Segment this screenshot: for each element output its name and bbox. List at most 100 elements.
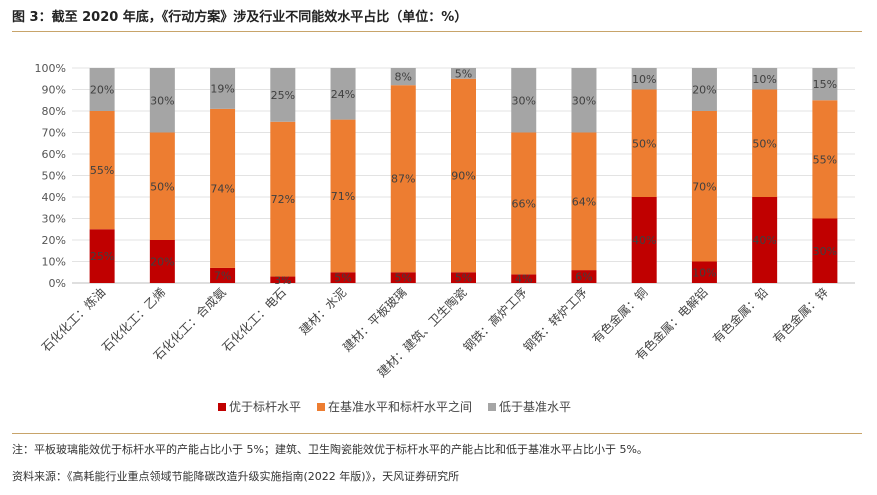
- bar-segment: [631, 89, 657, 197]
- stacked-bar-chart: 0% 10% 20% 30% 40% 50% 60% 70% 80% 90% 100% 25% 55%…: [35, 62, 855, 414]
- data-label: 71%: [331, 190, 355, 203]
- bar-segment: [571, 68, 597, 133]
- data-label: 66%: [512, 197, 536, 210]
- bar-segment: [270, 276, 296, 283]
- data-label: 70%: [692, 180, 716, 193]
- data-label: 24%: [331, 88, 355, 101]
- data-label: 64%: [572, 195, 596, 208]
- data-label: 25%: [90, 250, 114, 263]
- data-label: 8%: [395, 71, 412, 84]
- y-tick-label: 100%: [35, 62, 66, 75]
- bar-segment: [812, 68, 838, 101]
- legend-label: 优于标杆水平: [229, 400, 301, 414]
- y-tick-label: 10%: [42, 256, 66, 269]
- bar-segment: [149, 132, 175, 240]
- data-label: 5%: [395, 272, 412, 285]
- bar-segment: [210, 267, 236, 283]
- data-label: 50%: [752, 137, 776, 150]
- x-tick-label: 有色金属：锌: [769, 285, 831, 347]
- bar-segment: [210, 68, 236, 109]
- data-label: 20%: [150, 256, 174, 269]
- title-divider: [12, 31, 862, 32]
- bars: 25% 55% 20% 20% 50% 30% 7% 74% 19% 3% 72% 25% 5% 71% 2…: [89, 67, 838, 287]
- bar-segment: [330, 272, 356, 283]
- y-tick-label: 0%: [49, 277, 66, 290]
- figure-title: 图 3：截至 2020 年底，《行动方案》涉及行业不同能效水平占比（单位：%）: [12, 10, 468, 25]
- bar-segment: [330, 68, 356, 120]
- legend-label: 在基准水平和标杆水平之间: [328, 400, 472, 414]
- y-tick-label: 80%: [42, 105, 66, 118]
- data-label: 3%: [274, 274, 291, 287]
- bar-segment: [752, 197, 778, 283]
- bar-segment: [390, 85, 416, 273]
- data-label: 25%: [271, 89, 295, 102]
- data-label: 30%: [150, 94, 174, 107]
- x-tick-label: 石化化工：炼油: [38, 285, 108, 355]
- data-label: 4%: [515, 273, 532, 286]
- x-tick-label: 石化化工：电石: [220, 285, 289, 354]
- data-label: 55%: [90, 164, 114, 177]
- bar-segment: [691, 68, 717, 111]
- bar-segment: [390, 272, 416, 283]
- bar-segment: [631, 197, 657, 283]
- legend-swatch: [218, 403, 226, 411]
- data-label: 87%: [391, 173, 415, 186]
- bar-segment: [149, 68, 175, 133]
- x-tick-label: 钢铁：高炉工序: [460, 285, 530, 355]
- legend-swatch: [317, 403, 325, 411]
- legend-swatch: [488, 403, 496, 411]
- data-label: 10%: [692, 266, 716, 279]
- data-label: 5%: [455, 272, 472, 285]
- bar-segment: [511, 132, 537, 275]
- data-label: 40%: [632, 234, 656, 247]
- bar-segment: [571, 270, 597, 283]
- data-label: 20%: [692, 84, 716, 97]
- data-label: 30%: [572, 94, 596, 107]
- data-label: 30%: [512, 94, 536, 107]
- data-label: 5%: [334, 272, 351, 285]
- y-tick-label: 30%: [42, 213, 66, 226]
- bar-segment: [270, 68, 296, 122]
- data-label: 72%: [271, 193, 295, 206]
- bar-segment: [89, 111, 115, 230]
- x-tick-label: 有色金属：铜: [589, 285, 651, 347]
- footnote: 注：平板玻璃能效优于标杆水平的产能占比小于 5%；建筑、卫生陶瓷能效优于标杆水平…: [12, 443, 648, 456]
- x-tick-label: 建材：水泥: [297, 285, 349, 337]
- bar-segment: [89, 229, 115, 283]
- data-label: 7%: [214, 269, 231, 282]
- data-label: 50%: [632, 137, 656, 150]
- x-tick-label: 石化化工：乙烯: [99, 285, 168, 354]
- data-label: 19%: [210, 82, 234, 95]
- data-label: 30%: [813, 245, 837, 258]
- data-label: 50%: [150, 180, 174, 193]
- bar-segment: [330, 119, 356, 273]
- data-label: 55%: [813, 153, 837, 166]
- bar-segment: [571, 132, 597, 271]
- bar-segment: [89, 68, 115, 111]
- data-label: 15%: [813, 78, 837, 91]
- y-tick-label: 70%: [42, 127, 66, 140]
- data-label: 74%: [210, 182, 234, 195]
- bar-segment: [812, 218, 838, 283]
- y-tick-label: 20%: [42, 234, 66, 247]
- data-label: 6%: [575, 271, 592, 284]
- data-label: 40%: [752, 234, 776, 247]
- bar-segment: [752, 89, 778, 197]
- bar-segment: [149, 240, 175, 283]
- y-tick-label: 90%: [42, 84, 66, 97]
- bar-segment: [270, 121, 296, 277]
- data-label: 90%: [451, 170, 475, 183]
- x-tick-label: 建材：平板玻璃: [340, 285, 409, 354]
- y-tick-label: 40%: [42, 191, 66, 204]
- y-tick-label: 60%: [42, 148, 66, 161]
- x-tick-label: 有色金属：铅: [709, 285, 771, 347]
- bar-segment: [511, 68, 537, 133]
- bar-segment: [511, 274, 537, 283]
- footer-divider: [12, 433, 862, 434]
- bar-segment: [631, 68, 657, 90]
- bar-segment: [691, 261, 717, 283]
- bar-segment: [812, 100, 838, 219]
- x-tick-label: 钢铁：转炉工序: [520, 285, 590, 355]
- data-label: 10%: [632, 73, 656, 86]
